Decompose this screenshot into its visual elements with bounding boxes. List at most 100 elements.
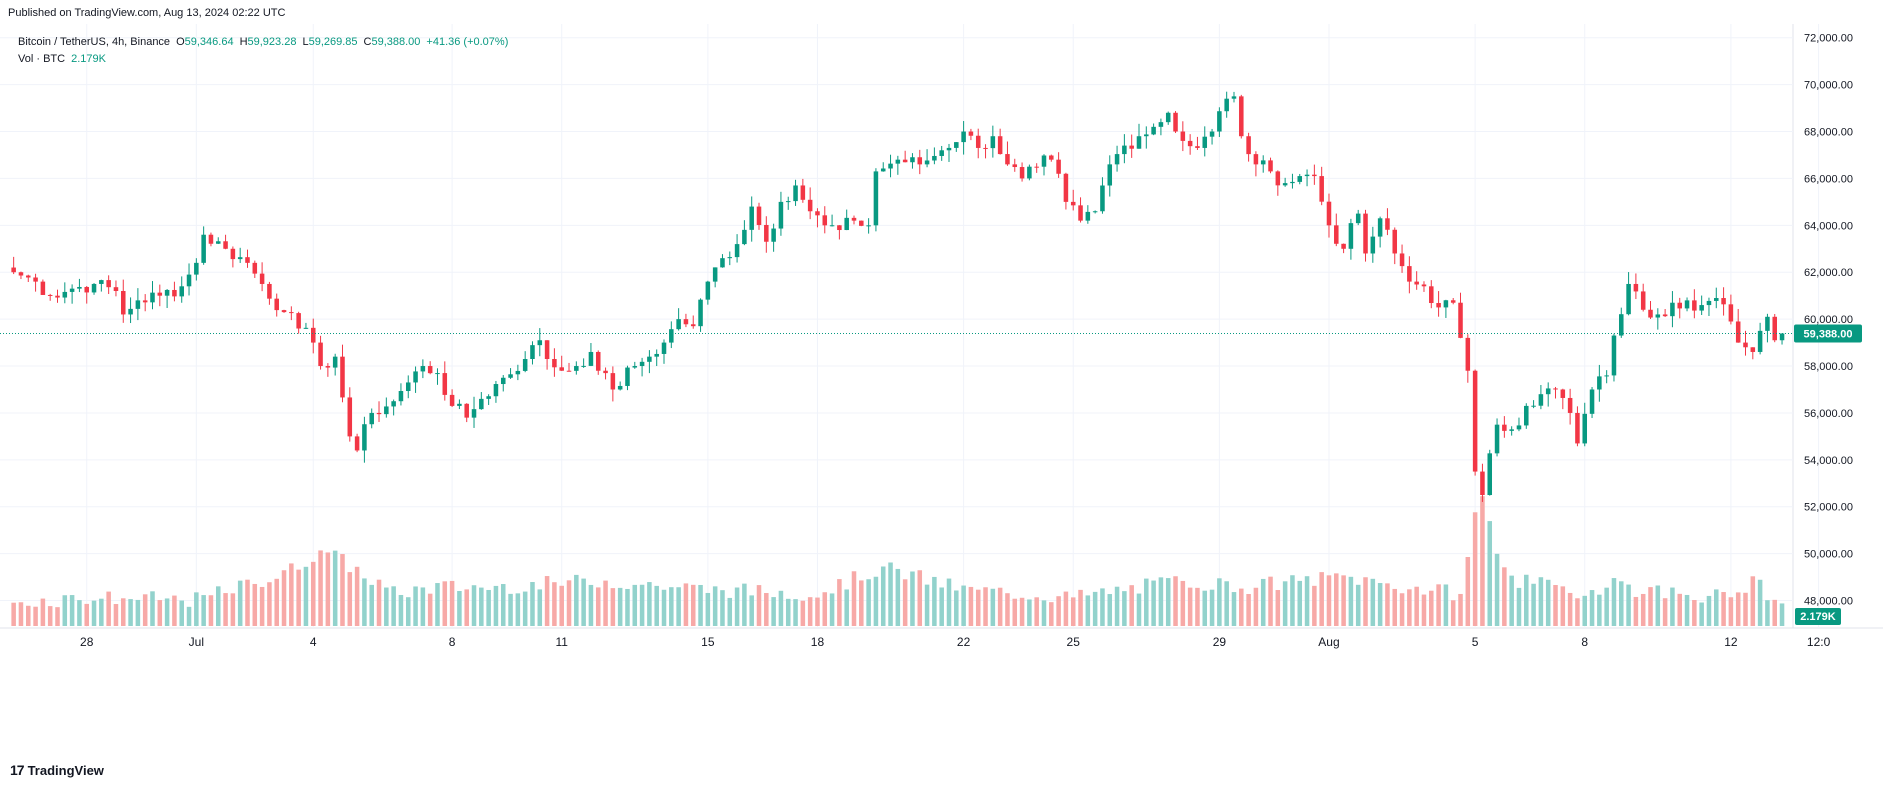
volume-bar [113,604,119,626]
time-tick-label: 22 [957,635,971,649]
volume-bar [1377,583,1383,626]
volume-bar [1114,586,1120,626]
candle-body [522,359,528,371]
volume-bar [194,592,199,626]
candle-body [1699,305,1704,311]
volume-bar [1012,598,1018,626]
volume-bar [1516,587,1522,626]
volume-bar [62,595,68,626]
candle-body [267,283,272,299]
volume-bar [859,580,864,626]
candle-body [1655,314,1661,318]
candlestick-chart[interactable]: 59,388.00 2.179K 48,000.00 50,000.00 52,000… [0,24,1883,764]
candle-body [237,257,243,260]
chart-area[interactable]: 59,388.00 2.179K 48,000.00 50,000.00 52,000… [0,24,1883,764]
candle-body [544,340,550,360]
candle-body [1429,286,1434,304]
candle-body [1063,173,1069,202]
volume-bar [1779,603,1785,626]
volume-bar [661,589,667,626]
candle-body [829,225,835,227]
candle-body [362,424,367,451]
candle-body [1597,376,1602,390]
price-tick-label: 56,000.00 [1804,408,1853,420]
volume-bar [1107,594,1113,626]
volume-bar [1545,579,1551,626]
volume-bar [1231,592,1237,626]
candle-body [1012,164,1018,168]
volume-bar [1750,576,1756,626]
candle-body [1392,229,1398,254]
volume-bar [1129,585,1134,626]
candle-body [245,257,250,263]
volume-bar [983,587,988,626]
candle-body [742,229,747,245]
volume-bar [1465,557,1471,626]
candle-body [1640,291,1646,310]
candle-body [705,281,711,300]
candle-body [1122,145,1127,155]
volume-bar [310,561,316,626]
price-tick-label: 54,000.00 [1804,455,1853,467]
volume-bar [1728,597,1734,626]
candle-body [296,313,301,329]
volume-bar [508,593,513,626]
volume-bar [384,587,389,626]
candle-body [332,356,338,368]
candle-body [1582,413,1588,444]
volume-bar [1684,594,1690,626]
volume-bar [493,585,499,626]
volume-bar [1604,587,1609,626]
volume-bar [486,589,491,626]
volume-bar [1560,586,1566,626]
volume-bar [837,579,842,626]
volume-bar [1706,595,1712,626]
volume-bar [888,562,893,626]
volume-bar [1757,579,1763,626]
candle-body [954,142,959,148]
volume-bar [201,595,206,626]
candle-body [157,292,163,296]
volume-bar [822,592,828,626]
candle-body [1005,154,1010,165]
volume-bar [1195,587,1200,626]
price-tick-label: 48,000.00 [1804,596,1853,608]
candle-body [1604,375,1609,377]
volume-bars [11,496,1785,626]
volume-bar [1224,581,1229,626]
time-tick-label: 12 [1724,635,1738,649]
tradingview-logo-icon: 17 [10,762,25,778]
volume-bar [1589,590,1595,626]
candle-body [508,374,513,378]
volume-bar [1633,596,1639,626]
candle-body [1049,155,1054,160]
volume-bar [420,587,426,626]
volume-bar [559,585,564,626]
volume-bar [1034,597,1039,626]
candle-body [771,228,776,242]
candle-body [1100,185,1105,212]
candle-body [895,159,901,164]
volume-bar [1180,580,1186,626]
candle-body [274,298,279,311]
candle-body [1297,176,1303,182]
volume-bar [961,585,966,626]
volume-bar [815,597,820,626]
candle-body [647,356,652,362]
candle-body [1180,131,1186,141]
volume-bar [1714,589,1719,626]
candle-body [632,366,638,368]
candle-body [1531,405,1536,407]
volume-bar [376,579,382,626]
candle-body [471,409,477,418]
candles [11,91,1785,502]
candle-body [1231,96,1237,99]
candle-body [464,403,469,418]
volume-bar [552,582,557,626]
volume-bar [924,584,930,626]
tradingview-logo[interactable]: 17 TradingView [10,762,104,778]
volume-bar [1005,593,1010,626]
time-tick-label: 8 [449,635,456,649]
volume-bar [1158,577,1164,626]
candle-body [961,131,966,143]
